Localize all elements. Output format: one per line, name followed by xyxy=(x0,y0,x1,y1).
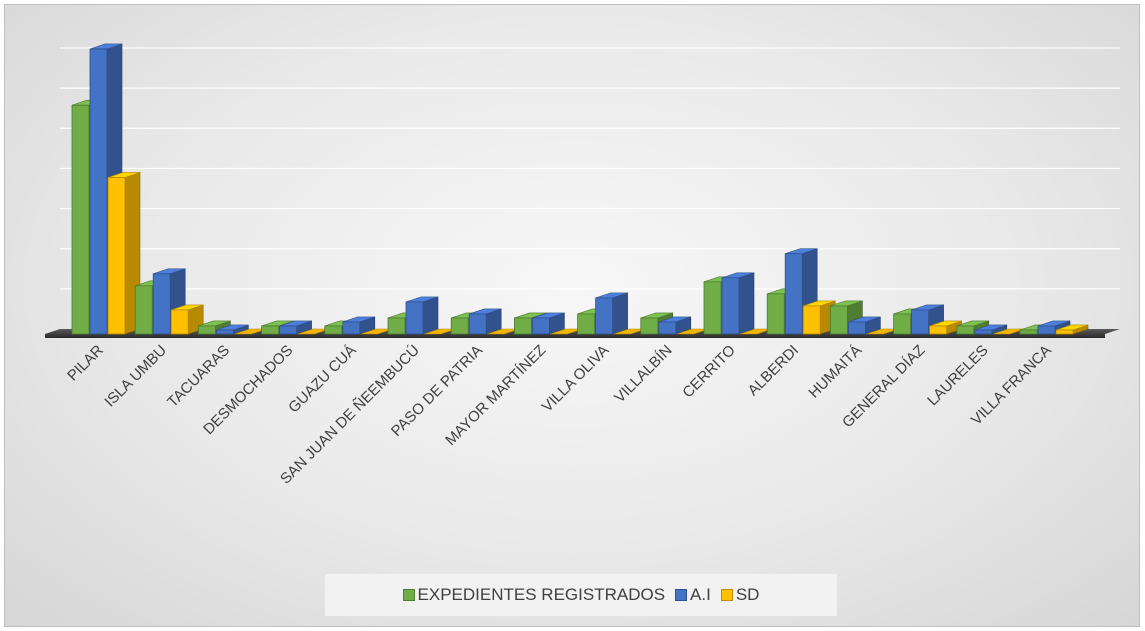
bar xyxy=(1055,324,1089,335)
legend-item-expedientes: EXPEDIENTES REGISTRADOS xyxy=(402,585,666,605)
x-tick-label: ALBERDI xyxy=(745,342,802,399)
bars-group xyxy=(71,43,1089,335)
bar xyxy=(170,304,204,335)
legend-item-sd: SD xyxy=(720,585,760,605)
legend-swatch-ai xyxy=(675,589,688,601)
bar xyxy=(468,308,502,335)
bar xyxy=(532,312,565,335)
legend-label-expedientes: EXPEDIENTES REGISTRADOS xyxy=(417,585,666,604)
legend-item-ai: A.I xyxy=(675,585,711,605)
chart-frame: PILAR ISLA UMBU TACUARAS DESMOCHADOS GUAZU C… xyxy=(4,4,1140,627)
bar xyxy=(848,316,881,335)
bar xyxy=(721,272,755,335)
legend-swatch-expedientes xyxy=(402,589,415,601)
x-tick-label: TACUARAS xyxy=(164,342,233,411)
bar xyxy=(405,296,439,335)
x-tick-label: PILAR xyxy=(64,342,107,385)
x-tick-label: VILLA OLIVA xyxy=(539,342,613,416)
legend-swatch-sd xyxy=(720,589,733,601)
x-tick-label: ISLA UMBU xyxy=(101,342,170,411)
bar xyxy=(974,324,1008,335)
legend: EXPEDIENTES REGISTRADOS A.I SD xyxy=(325,574,837,616)
x-tick-label: CERRITO xyxy=(679,342,739,402)
legend-label-sd: SD xyxy=(735,585,760,604)
legend-label-ai: A.I xyxy=(690,585,711,604)
gridlines xyxy=(60,47,1120,290)
bar xyxy=(215,324,249,335)
bar xyxy=(342,316,376,335)
x-tick-label: VILLALBÍN xyxy=(611,342,676,407)
bar xyxy=(279,320,312,335)
bar xyxy=(929,320,962,335)
x-tick-label: LAURELES xyxy=(924,342,991,409)
x-tick-label: HUMAITÁ xyxy=(805,342,865,402)
bar xyxy=(595,292,628,335)
bar xyxy=(658,316,692,335)
